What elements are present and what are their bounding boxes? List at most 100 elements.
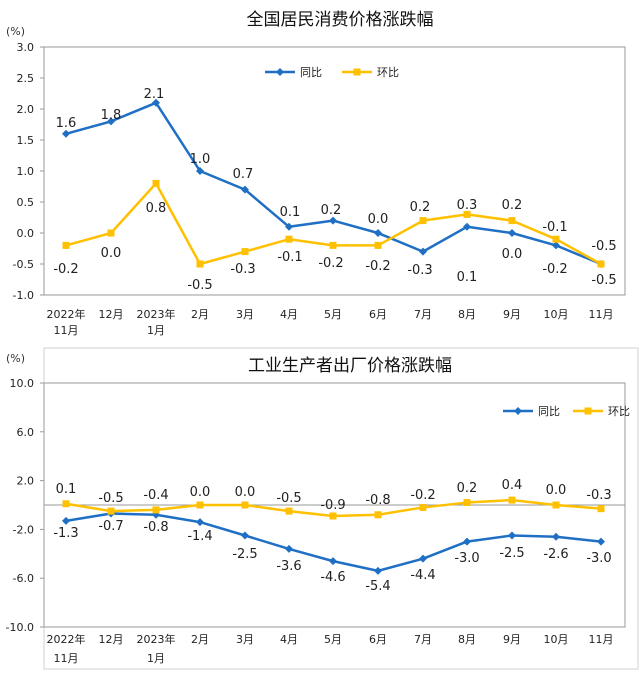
data-point-marker bbox=[329, 216, 337, 225]
x-tick-label: 11月 bbox=[54, 324, 79, 337]
data-label: 0.1 bbox=[457, 270, 478, 285]
x-tick-label: 2月 bbox=[191, 633, 209, 646]
y-tick-label: 3.0 bbox=[17, 41, 35, 54]
plot-area bbox=[43, 46, 626, 296]
y-tick-label: 0.0 bbox=[17, 227, 35, 240]
x-tick-label: 12月 bbox=[99, 633, 124, 646]
x-tick-label: 12月 bbox=[99, 308, 124, 321]
data-label: -4.6 bbox=[320, 570, 345, 585]
data-point-marker bbox=[107, 507, 115, 515]
x-tick-label: 2022年 bbox=[47, 307, 86, 321]
data-point-marker bbox=[285, 222, 293, 231]
data-label: -0.5 bbox=[276, 491, 301, 506]
x-tick-label: 10月 bbox=[544, 633, 569, 646]
y-tick-label: 10.0 bbox=[10, 377, 35, 390]
y-tick-label: -2.0 bbox=[13, 523, 34, 536]
data-label: -0.4 bbox=[143, 488, 168, 503]
chart-title: 全国居民消费价格涨跌幅 bbox=[247, 10, 434, 30]
data-label: -0.8 bbox=[143, 520, 168, 535]
x-tick-label: 9月 bbox=[503, 308, 521, 321]
x-tick-label: 7月 bbox=[414, 308, 432, 321]
data-label: 0.8 bbox=[146, 201, 167, 216]
x-tick-label: 11月 bbox=[54, 652, 79, 665]
data-point-marker bbox=[329, 241, 337, 249]
data-point-marker bbox=[62, 241, 70, 249]
data-label: 0.7 bbox=[233, 167, 254, 182]
x-tick-label: 8月 bbox=[458, 308, 476, 321]
x-tick-label: 6月 bbox=[369, 633, 387, 646]
data-label: -0.8 bbox=[365, 493, 390, 508]
x-tick-label: 10月 bbox=[544, 308, 569, 321]
y-tick-label: -6.0 bbox=[13, 572, 34, 585]
data-label: 0.0 bbox=[190, 485, 211, 500]
data-point-marker bbox=[152, 179, 160, 187]
data-label: -2.5 bbox=[499, 546, 524, 561]
data-label: 0.2 bbox=[321, 203, 342, 218]
data-label: 0.2 bbox=[410, 200, 431, 215]
data-point-marker bbox=[196, 260, 204, 268]
x-tick-label: 2023年 bbox=[137, 307, 176, 321]
data-label: 0.0 bbox=[502, 247, 523, 262]
data-point-marker bbox=[285, 544, 293, 553]
data-point-marker bbox=[552, 532, 560, 541]
data-label: 1.8 bbox=[101, 108, 122, 123]
data-label: -0.3 bbox=[586, 488, 611, 503]
data-point-marker bbox=[196, 518, 204, 527]
data-point-marker bbox=[463, 499, 471, 507]
y-axis-unit: (%) bbox=[6, 352, 25, 365]
x-tick-label: 5月 bbox=[324, 633, 342, 646]
data-point-marker bbox=[463, 537, 471, 546]
data-label: 2.1 bbox=[144, 87, 165, 102]
legend-marker bbox=[584, 407, 592, 415]
data-label: -5.4 bbox=[365, 579, 390, 594]
x-tick-label: 2月 bbox=[191, 308, 209, 321]
data-label: 0.1 bbox=[56, 482, 77, 497]
chart-title: 工业生产者出厂价格涨跌幅 bbox=[248, 356, 452, 376]
x-tick-label: 7月 bbox=[414, 633, 432, 646]
y-tick-label: -1.0 bbox=[13, 289, 34, 302]
data-label: 0.3 bbox=[457, 198, 478, 213]
data-label: -1.4 bbox=[187, 529, 212, 544]
data-point-marker bbox=[374, 229, 382, 237]
data-label: -1.3 bbox=[53, 526, 78, 541]
data-label: -0.2 bbox=[410, 488, 435, 503]
data-label: -0.1 bbox=[542, 220, 567, 235]
data-label: 0.2 bbox=[502, 198, 523, 213]
data-point-marker bbox=[508, 229, 516, 237]
data-point-marker bbox=[285, 235, 293, 243]
data-point-marker bbox=[419, 554, 427, 563]
legend-marker bbox=[514, 407, 522, 415]
x-tick-label: 11月 bbox=[589, 633, 614, 646]
y-tick-label: -0.5 bbox=[13, 258, 34, 271]
data-point-marker bbox=[107, 117, 115, 126]
y-tick-label: 6.0 bbox=[17, 426, 35, 439]
data-label: -0.1 bbox=[277, 250, 302, 265]
data-point-marker bbox=[374, 511, 382, 519]
x-tick-label: 4月 bbox=[280, 633, 298, 646]
data-point-marker bbox=[374, 241, 382, 249]
data-label: -0.5 bbox=[591, 273, 616, 288]
data-label: -4.4 bbox=[410, 568, 435, 583]
data-label: -3.0 bbox=[454, 551, 479, 566]
data-point-marker bbox=[329, 512, 337, 520]
x-tick-label: 6月 bbox=[369, 308, 387, 321]
y-axis-unit: (%) bbox=[6, 25, 25, 38]
data-point-marker bbox=[463, 210, 471, 218]
legend-label: 同比 bbox=[538, 405, 560, 418]
data-label: -0.2 bbox=[542, 262, 567, 277]
data-label: 0.0 bbox=[368, 212, 389, 227]
y-tick-label: 1.0 bbox=[17, 165, 35, 178]
y-tick-label: 2.0 bbox=[17, 103, 35, 116]
data-point-marker bbox=[241, 185, 249, 194]
legend-label: 同比 bbox=[300, 66, 322, 79]
data-label: -0.5 bbox=[591, 239, 616, 254]
data-label: 0.0 bbox=[546, 483, 567, 498]
data-label: -0.5 bbox=[98, 491, 123, 506]
data-point-marker bbox=[419, 247, 427, 256]
data-label: 0.0 bbox=[235, 485, 256, 500]
data-point-marker bbox=[419, 503, 427, 511]
x-tick-label: 3月 bbox=[236, 633, 254, 646]
data-point-marker bbox=[552, 241, 560, 250]
y-tick-label: -10.0 bbox=[6, 621, 34, 634]
